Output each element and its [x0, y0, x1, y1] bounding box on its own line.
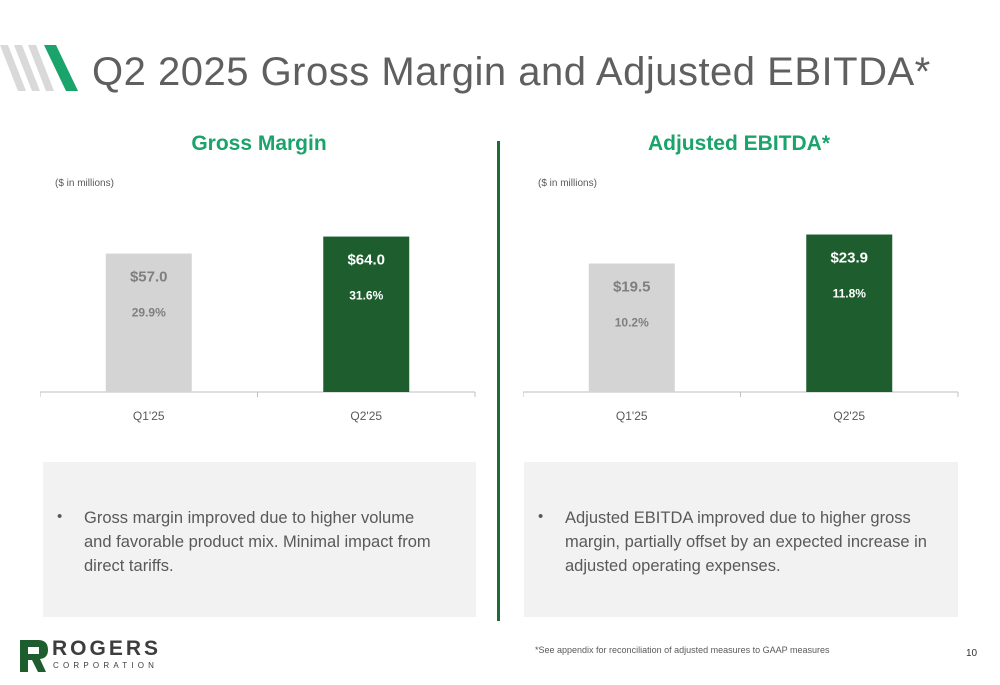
bar-2 — [323, 236, 410, 392]
bar-1 — [105, 253, 192, 392]
gross-margin-chart: $57.0 29.9% Q1'25 $64.0 31.6% Q2'25 — [40, 236, 476, 423]
bar-value-label: $57.0 — [130, 269, 168, 286]
x-tick-label: Q1'25 — [616, 409, 648, 423]
x-tick-label: Q1'25 — [133, 409, 165, 423]
gross-margin-note-box: • Gross margin improved due to higher vo… — [43, 462, 476, 617]
bullet-icon: • — [57, 508, 63, 525]
bar-percent-label: 10.2% — [615, 316, 649, 330]
footnote: *See appendix for reconciliation of adju… — [535, 645, 830, 655]
rogers-logo-icon — [20, 640, 48, 672]
gross-margin-units: ($ in millions) — [55, 178, 114, 189]
adjusted-ebitda-units: ($ in millions) — [538, 178, 597, 189]
adjusted-ebitda-chart: $19.5 10.2% Q1'25 $23.9 11.8% Q2'25 — [523, 234, 959, 423]
bar-value-label: $23.9 — [830, 250, 868, 267]
bar-value-label: $19.5 — [613, 279, 651, 296]
bar-1 — [588, 263, 675, 392]
x-tick-label: Q2'25 — [833, 409, 865, 423]
gross-margin-note: Gross margin improved due to higher volu… — [84, 509, 431, 575]
x-tick-label: Q2'25 — [350, 409, 382, 423]
panel-divider — [497, 141, 500, 621]
adjusted-ebitda-note-box: • Adjusted EBITDA improved due to higher… — [524, 462, 958, 617]
logo-wordmark: ROGERS — [52, 637, 162, 660]
bullet-icon: • — [538, 508, 544, 525]
logo-subtitle: CORPORATION — [53, 661, 159, 670]
decorative-stripes — [0, 45, 78, 91]
adjusted-ebitda-heading: Adjusted EBITDA* — [647, 132, 830, 155]
page-title: Q2 2025 Gross Margin and Adjusted EBITDA… — [92, 50, 931, 94]
bar-value-label: $64.0 — [347, 252, 385, 269]
bar-percent-label: 29.9% — [132, 306, 166, 320]
bar-percent-label: 11.8% — [833, 287, 867, 301]
page-number: 10 — [966, 648, 978, 659]
bar-2 — [806, 234, 893, 392]
bar-percent-label: 31.6% — [349, 289, 383, 303]
gross-margin-heading: Gross Margin — [191, 132, 327, 155]
adjusted-ebitda-note: Adjusted EBITDA improved due to higher g… — [565, 509, 927, 575]
